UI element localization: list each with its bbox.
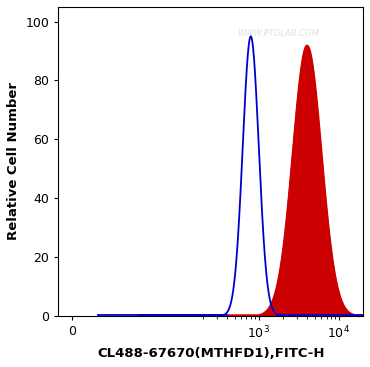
Y-axis label: Relative Cell Number: Relative Cell Number <box>7 83 20 240</box>
Text: WWW.PTGLAB.COM: WWW.PTGLAB.COM <box>237 29 319 37</box>
X-axis label: CL488-67670(MTHFD1),FITC-H: CL488-67670(MTHFD1),FITC-H <box>97 347 324 360</box>
